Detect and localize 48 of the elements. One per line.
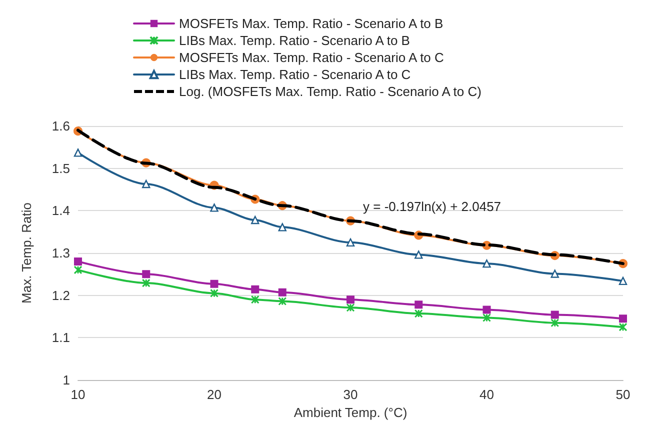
point: [550, 310, 559, 319]
point: [278, 223, 286, 232]
point: [414, 250, 423, 259]
point: [619, 314, 627, 323]
legend-label: Log. (MOSFETs Max. Temp. Ratio - Scenario A to C): [179, 84, 482, 99]
legend-label: LIBs Max. Temp. Ratio - Scenario A to B: [179, 33, 410, 48]
point: [414, 309, 423, 318]
y-tick-label: 1.4: [52, 203, 70, 218]
y-tick-label: 1.3: [52, 246, 70, 260]
point: [251, 285, 260, 294]
x-tick-label: 20: [207, 387, 222, 402]
legend-label: MOSFETs Max. Temp. Ratio - Scenario A to B: [179, 16, 444, 31]
point: [346, 296, 354, 304]
point: [550, 270, 559, 278]
x-tick-label: 40: [480, 387, 494, 402]
y-axis-title: Max. Temp. Ratio: [19, 202, 34, 304]
legend-label: LIBs Max. Temp. Ratio - Scenario A to C: [179, 67, 411, 82]
point: [278, 288, 286, 296]
point: [414, 300, 423, 309]
point: [74, 148, 82, 157]
y-tick-label: 1.2: [52, 288, 70, 303]
point: [618, 276, 628, 286]
point: [210, 288, 218, 298]
y-tick-label: 1.1: [52, 330, 70, 346]
point: [250, 295, 260, 304]
point: [142, 180, 150, 188]
point: [482, 314, 491, 322]
y-tick-label: 1.6: [52, 118, 70, 134]
point: [346, 238, 355, 247]
point: [278, 297, 287, 306]
point: [142, 270, 150, 278]
legend-label: MOSFETs Max. Temp. Ratio - Scenario A to C: [179, 50, 444, 65]
point: [210, 204, 218, 212]
x-tick-label: 30: [343, 387, 358, 402]
annotation: y = -0.197ln(x) + 2.0457: [363, 199, 502, 214]
point: [482, 259, 491, 268]
point: [550, 318, 560, 328]
x-tick-label: 10: [70, 387, 86, 402]
x-axis-title: Ambient Temp. (°C): [294, 405, 408, 420]
point: [142, 278, 150, 288]
point: [346, 303, 355, 312]
point: [482, 306, 491, 314]
point: [251, 216, 260, 224]
x-tick-label: 50: [616, 387, 630, 402]
point: [74, 257, 82, 266]
y-tick-label: 1.5: [52, 160, 70, 176]
point: [210, 280, 218, 288]
y-tick-label: 1: [62, 372, 70, 388]
